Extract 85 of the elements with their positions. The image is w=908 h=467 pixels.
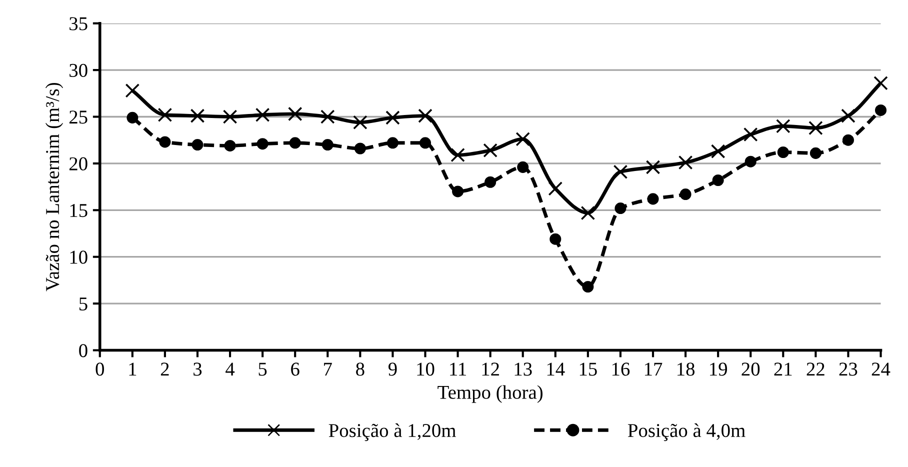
x-tick-label: 1 [129, 362, 136, 376]
x-tick-label: 22 [806, 362, 824, 376]
y-axis-title: Vazão no Lanternim (m³/s) [45, 82, 64, 292]
x-tick-label: 19 [710, 362, 728, 376]
x-tick-label: 14 [547, 362, 565, 376]
point [712, 174, 724, 186]
point [289, 137, 301, 149]
point [550, 233, 562, 245]
point [810, 147, 822, 159]
point [517, 161, 529, 173]
point [159, 136, 171, 148]
y-tick-label: 5 [79, 298, 88, 310]
y-tick-label: 10 [70, 250, 88, 264]
x-tick-label: 17 [644, 362, 662, 376]
point [582, 280, 594, 293]
x-tick-label: 15 [580, 362, 597, 376]
point [224, 140, 236, 152]
point [222, 110, 238, 124]
point [777, 146, 789, 158]
y-tick-label: 15 [70, 204, 88, 218]
point [516, 132, 530, 146]
x-tick-label: 8 [356, 362, 364, 376]
legend-label: Posição à 4,0m [628, 423, 746, 442]
x-tick-label: 6 [291, 362, 300, 376]
point [874, 76, 888, 90]
point [386, 137, 398, 149]
point [190, 108, 205, 123]
point [353, 115, 368, 130]
x-tick-label: 16 [612, 362, 630, 376]
point [613, 164, 628, 180]
x-tick-label: 3 [194, 362, 202, 376]
x-tick-label: 7 [324, 362, 332, 376]
x-tick-label: 11 [450, 362, 466, 376]
y-tick-label: 25 [69, 110, 88, 124]
point [192, 139, 204, 151]
x-tick-label: 24 [872, 362, 890, 376]
x-tick-label: 4 [226, 362, 235, 376]
point [646, 160, 660, 174]
x-tick-label: 0 [96, 362, 104, 376]
y-tick-label: 30 [70, 64, 88, 77]
y-tick-label: 20 [69, 157, 88, 170]
y-tick-label: 35 [70, 17, 88, 30]
x-axis-title: Tempo (hora) [438, 385, 543, 403]
x-tick-label: 18 [678, 362, 695, 376]
point [125, 83, 140, 98]
y-tick-label: 0 [79, 344, 88, 358]
point [126, 112, 138, 124]
point [647, 193, 659, 205]
point [841, 108, 856, 123]
point [680, 188, 692, 200]
legend-label: Posição à 1,20m [328, 423, 456, 442]
x-tick-label: 9 [388, 362, 397, 376]
x-tick-label: 23 [839, 362, 858, 376]
x-tick-label: 13 [514, 362, 532, 376]
point [874, 104, 887, 116]
point [419, 137, 432, 149]
point [808, 120, 823, 136]
point [484, 176, 496, 188]
point [548, 182, 563, 196]
point [614, 202, 626, 214]
x-tick-label: 5 [258, 362, 267, 376]
x-tick-label: 12 [482, 362, 499, 376]
point [418, 108, 432, 123]
point [450, 148, 465, 162]
point [255, 108, 270, 122]
point [320, 110, 335, 124]
x-tick-label: 10 [417, 362, 434, 376]
point [710, 144, 726, 158]
point [288, 106, 302, 122]
point [776, 118, 790, 134]
point [744, 156, 756, 168]
x-tick-label: 2 [160, 362, 169, 376]
point [743, 127, 758, 142]
point [452, 186, 464, 198]
point [483, 143, 498, 158]
point [842, 134, 854, 146]
point [354, 142, 366, 154]
point [678, 155, 693, 170]
point [256, 138, 268, 150]
point [580, 206, 596, 220]
x-tick-label: 21 [774, 362, 792, 376]
point [322, 139, 334, 151]
x-tick-label: 20 [742, 362, 760, 376]
point [158, 108, 172, 122]
point [386, 110, 400, 125]
